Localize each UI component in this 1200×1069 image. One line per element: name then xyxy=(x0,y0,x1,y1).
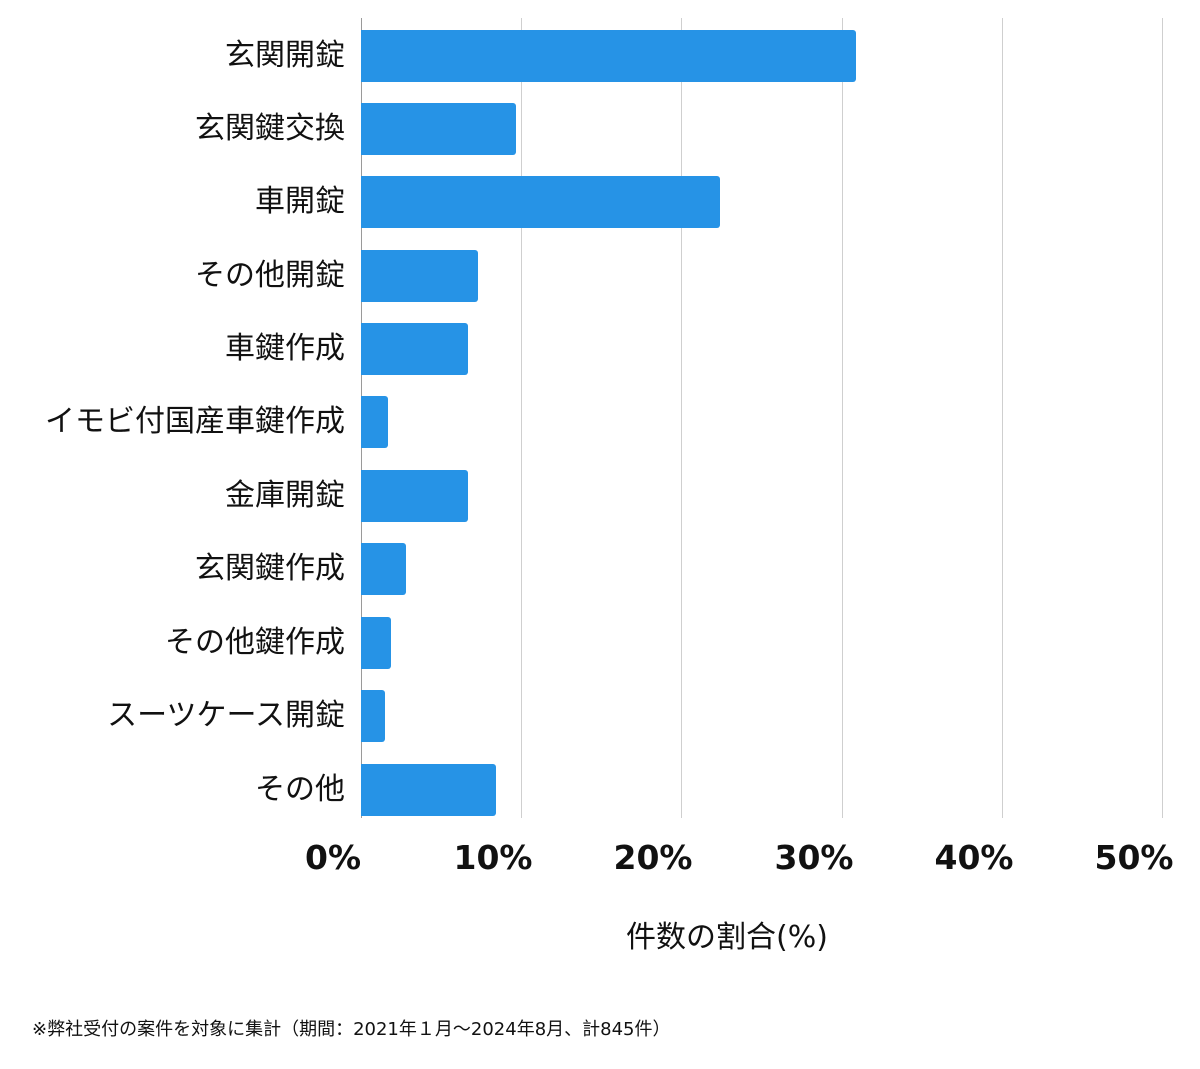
gridline xyxy=(1002,18,1003,818)
bar xyxy=(361,617,391,669)
x-tick-label: 0% xyxy=(304,838,362,877)
bar xyxy=(361,470,468,522)
category-label: 玄関鍵作成 xyxy=(195,551,345,586)
category-label: スーツケース開錠 xyxy=(107,698,345,733)
gridline xyxy=(521,18,522,818)
gridline xyxy=(681,18,682,818)
x-tick-label: 40% xyxy=(934,838,1014,877)
category-label: その他開錠 xyxy=(195,258,345,293)
gridline xyxy=(842,18,843,818)
category-label: 玄関鍵交換 xyxy=(195,111,345,146)
category-label: イモビ付国産車鍵作成 xyxy=(45,404,345,439)
x-tick-label: 20% xyxy=(613,838,693,877)
x-tick-label: 30% xyxy=(774,838,854,877)
bar xyxy=(361,250,478,302)
bar xyxy=(361,323,468,375)
bar xyxy=(361,30,856,82)
category-label: 金庫開錠 xyxy=(225,478,345,513)
x-tick-label: 50% xyxy=(1094,838,1174,877)
bar xyxy=(361,764,496,816)
category-label: その他 xyxy=(255,772,345,807)
category-label: その他鍵作成 xyxy=(165,625,345,660)
footnote: ※弊社受付の案件を対象に集計（期間：2021年１月～2024年8月、計845件） xyxy=(32,1019,671,1040)
bar xyxy=(361,690,385,742)
category-label: 車開錠 xyxy=(255,184,345,219)
bar xyxy=(361,543,406,595)
x-tick-label: 10% xyxy=(453,838,533,877)
bar xyxy=(361,176,720,228)
category-label: 車鍵作成 xyxy=(225,331,345,366)
category-label: 玄関開錠 xyxy=(225,38,345,73)
bar xyxy=(361,396,388,448)
x-axis-title: 件数の割合(%) xyxy=(626,920,828,955)
bar xyxy=(361,103,516,155)
gridline xyxy=(1162,18,1163,818)
